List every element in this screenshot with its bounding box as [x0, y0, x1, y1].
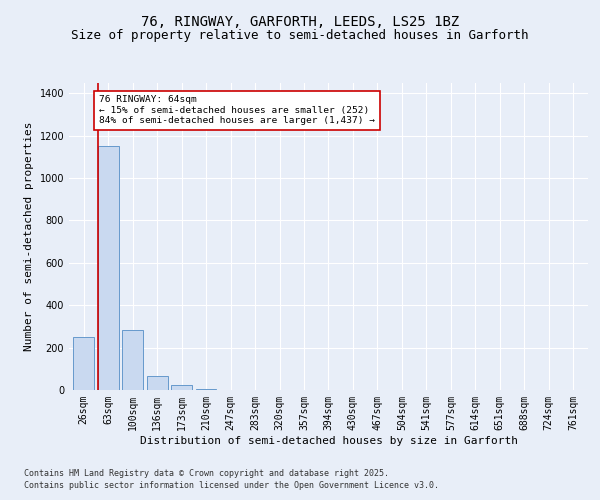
Bar [122, 330, 143, 390]
Text: 76 RINGWAY: 64sqm
← 15% of semi-detached houses are smaller (252)
84% of semi-de: 76 RINGWAY: 64sqm ← 15% of semi-detached… [99, 95, 375, 125]
Text: Size of property relative to semi-detached houses in Garforth: Size of property relative to semi-detach… [71, 30, 529, 43]
Bar [147, 376, 167, 390]
Bar [196, 388, 217, 390]
Text: 76, RINGWAY, GARFORTH, LEEDS, LS25 1BZ: 76, RINGWAY, GARFORTH, LEEDS, LS25 1BZ [141, 16, 459, 30]
Text: Contains HM Land Registry data © Crown copyright and database right 2025.: Contains HM Land Registry data © Crown c… [24, 470, 389, 478]
Y-axis label: Number of semi-detached properties: Number of semi-detached properties [24, 122, 34, 351]
Text: Contains public sector information licensed under the Open Government Licence v3: Contains public sector information licen… [24, 480, 439, 490]
Bar [73, 336, 94, 390]
X-axis label: Distribution of semi-detached houses by size in Garforth: Distribution of semi-detached houses by … [139, 436, 517, 446]
Bar [98, 146, 119, 390]
Bar [171, 384, 192, 390]
